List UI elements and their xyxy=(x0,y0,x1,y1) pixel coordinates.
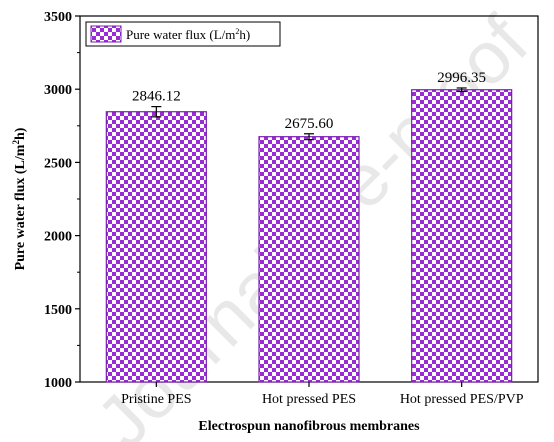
x-tick-label: Pristine PES xyxy=(121,392,191,407)
y-tick-label: 1000 xyxy=(44,376,72,391)
y-tick-label: 3500 xyxy=(44,10,72,25)
y-tick-label: 3000 xyxy=(44,83,72,98)
legend: Pure water flux (L/m2h) xyxy=(85,21,281,47)
y-tick-label: 2000 xyxy=(44,230,72,245)
x-tick-label: Hot pressed PES xyxy=(262,392,356,407)
bar xyxy=(105,111,207,383)
y-tick-label: 2500 xyxy=(44,156,72,171)
bars-group: 2846.12 2675.60 2996.35 xyxy=(105,70,513,383)
legend-swatch xyxy=(90,25,122,43)
x-axis: Pristine PES Hot pressed PES Hot pressed P… xyxy=(121,382,524,407)
bar-value-label: 2846.12 xyxy=(132,89,181,105)
bar xyxy=(258,136,360,383)
y-tick-label: 1500 xyxy=(44,303,72,318)
y-axis: 1000 1500 2000 2500 3000 3500 xyxy=(44,10,80,391)
bar-value-label: 2996.35 xyxy=(437,70,486,86)
bar xyxy=(411,89,513,383)
bar-value-label: 2675.60 xyxy=(285,116,334,132)
legend-label: Pure water flux (L/m2h) xyxy=(126,27,250,42)
x-axis-title: Electrospun nanofibrous membranes xyxy=(198,419,420,434)
x-tick-label: Hot pressed PES/PVP xyxy=(400,392,524,407)
y-axis-title: Pure water flux (L/m2h) xyxy=(11,127,28,270)
